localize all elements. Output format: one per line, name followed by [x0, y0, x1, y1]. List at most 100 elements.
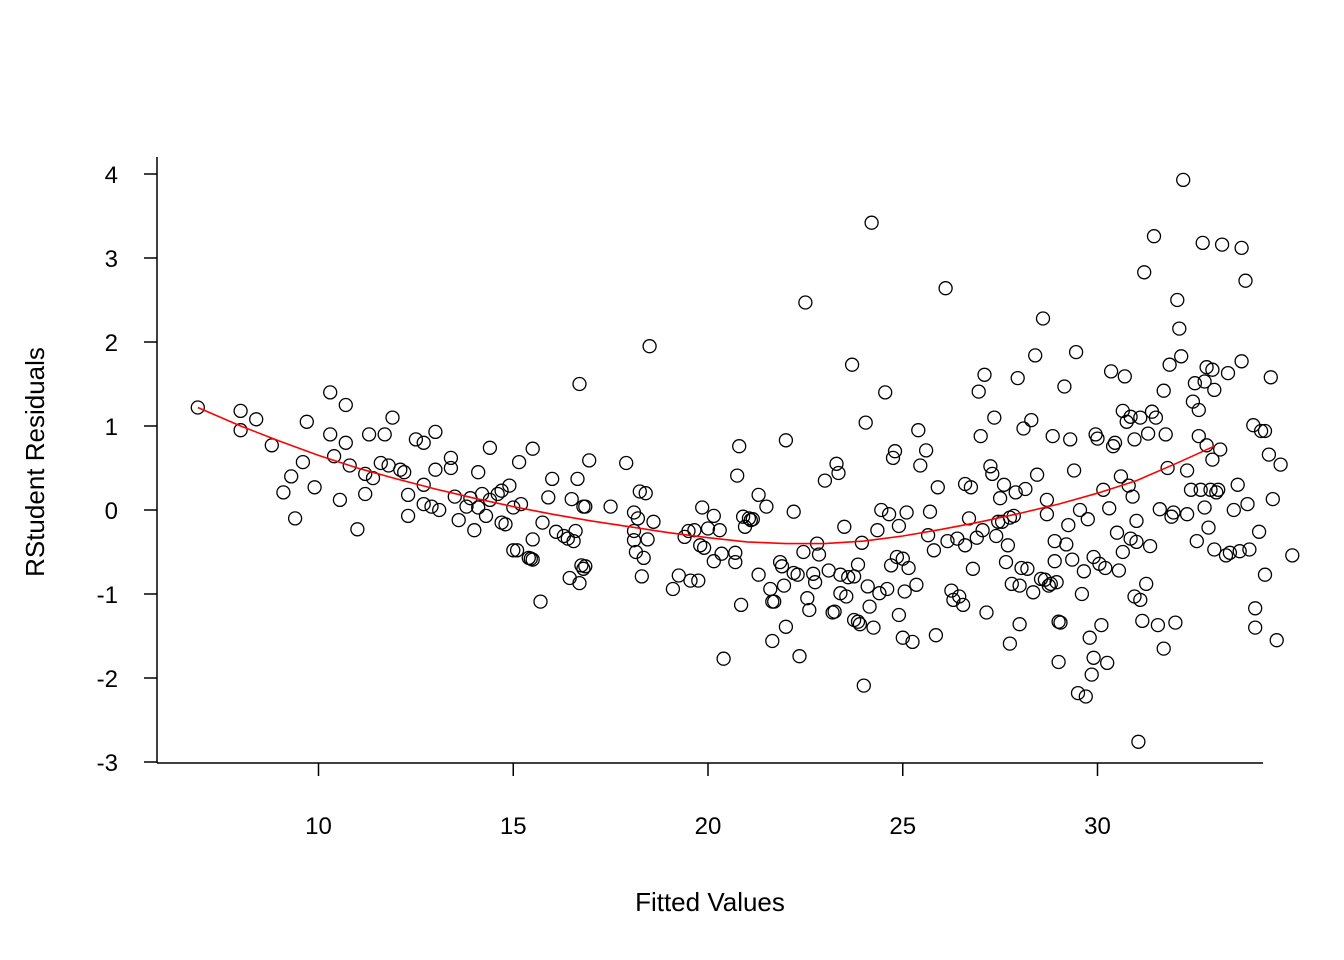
data-point	[926, 543, 942, 558]
data-point	[428, 424, 443, 440]
data-point	[807, 575, 823, 590]
data-point	[961, 511, 977, 526]
data-point	[1078, 689, 1093, 704]
data-point	[582, 453, 597, 468]
data-point	[1039, 507, 1055, 522]
data-point	[1057, 379, 1072, 394]
data-point	[1234, 240, 1249, 256]
data-point	[1049, 575, 1064, 590]
data-point	[1059, 537, 1074, 552]
data-point	[1111, 563, 1127, 578]
data-point	[955, 597, 971, 613]
data-point	[1160, 460, 1175, 476]
data-point	[1148, 410, 1164, 425]
data-point	[887, 444, 903, 459]
data-point	[509, 543, 525, 558]
data-point	[728, 554, 743, 570]
data-point	[1170, 292, 1185, 308]
y-tick-label: -1	[97, 582, 118, 609]
data-point	[681, 523, 696, 539]
data-point	[1102, 501, 1117, 516]
data-point	[1051, 654, 1066, 670]
data-point	[295, 454, 311, 470]
data-point	[862, 599, 877, 614]
data-point	[264, 438, 279, 453]
data-point	[1100, 655, 1115, 671]
data-point	[1070, 685, 1086, 701]
data-point	[1222, 545, 1238, 560]
data-point	[992, 491, 1008, 506]
data-point	[987, 410, 1002, 425]
data-point	[1142, 538, 1158, 554]
data-point	[1150, 617, 1166, 633]
data-point	[1074, 586, 1090, 602]
data-point	[511, 454, 527, 470]
data-point	[1248, 601, 1263, 616]
data-point	[806, 566, 821, 581]
data-point	[950, 531, 965, 546]
data-point	[1248, 620, 1263, 635]
data-point	[1127, 432, 1142, 447]
data-point	[424, 499, 439, 514]
data-point	[233, 403, 248, 419]
data-point	[1024, 412, 1039, 428]
data-point	[852, 617, 868, 632]
lowess-smoother-line	[197, 406, 1215, 545]
data-point	[416, 435, 431, 450]
data-point	[1103, 364, 1119, 379]
data-point	[798, 295, 813, 310]
data-point	[665, 581, 681, 597]
data-point	[535, 515, 550, 530]
data-point	[1098, 560, 1113, 576]
data-point	[471, 465, 486, 480]
data-point	[706, 554, 721, 569]
data-point	[733, 597, 749, 613]
data-point	[1076, 564, 1092, 579]
data-point	[533, 594, 548, 609]
data-point	[1220, 365, 1236, 381]
data-point	[1191, 428, 1206, 444]
data-point	[373, 455, 388, 471]
y-tick-label: 0	[105, 498, 118, 525]
data-point	[1195, 235, 1210, 251]
data-point	[1166, 505, 1181, 520]
data-point	[1028, 348, 1043, 363]
data-point	[905, 634, 920, 650]
data-point	[564, 491, 579, 507]
data-point	[632, 484, 647, 499]
data-point	[638, 486, 653, 501]
data-point	[796, 544, 811, 560]
data-point	[854, 535, 870, 550]
data-point	[556, 528, 572, 544]
data-point	[471, 500, 486, 515]
data-point	[938, 281, 953, 296]
data-point	[1090, 431, 1105, 446]
data-point	[880, 581, 895, 597]
data-point	[1263, 370, 1278, 385]
data-point	[778, 433, 794, 448]
data-point	[447, 489, 462, 504]
data-point	[732, 439, 747, 454]
data-point	[1082, 630, 1097, 645]
data-point	[1072, 502, 1088, 518]
data-point	[1201, 520, 1216, 535]
data-point	[817, 473, 833, 488]
data-point	[636, 550, 651, 566]
data-point	[1084, 667, 1099, 682]
data-point	[1039, 492, 1055, 508]
data-point	[494, 483, 509, 498]
data-point	[570, 471, 585, 487]
data-point	[1230, 477, 1245, 492]
data-point	[502, 478, 517, 493]
data-point	[506, 543, 521, 558]
data-point	[1105, 439, 1121, 454]
data-point	[1004, 576, 1019, 592]
data-point	[338, 397, 353, 413]
data-point	[1265, 491, 1280, 507]
data-point	[885, 450, 901, 466]
data-point	[451, 512, 466, 528]
data-point	[525, 441, 540, 456]
data-point	[299, 414, 314, 429]
data-point	[1193, 482, 1208, 497]
